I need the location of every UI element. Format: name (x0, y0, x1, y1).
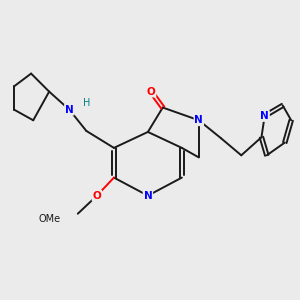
Text: N: N (143, 190, 152, 201)
Text: N: N (260, 111, 269, 121)
Text: H: H (82, 98, 90, 108)
Text: O: O (92, 190, 101, 201)
Text: O: O (147, 87, 155, 97)
Text: N: N (194, 115, 203, 125)
Text: N: N (65, 105, 74, 115)
Text: OMe: OMe (39, 214, 61, 224)
